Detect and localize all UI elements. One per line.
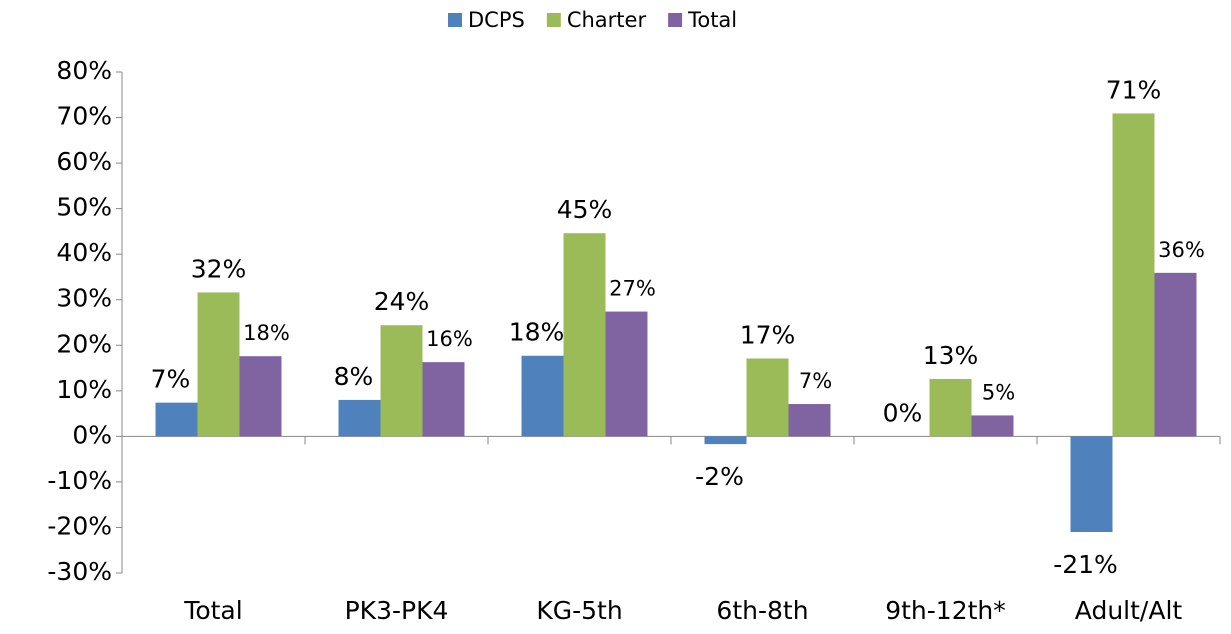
legend-label: Charter bbox=[567, 8, 647, 32]
y-tick-label: 10% bbox=[56, 375, 112, 404]
bar bbox=[239, 356, 282, 437]
bar bbox=[563, 233, 606, 437]
bar bbox=[605, 311, 648, 437]
y-tick-label: 70% bbox=[56, 102, 112, 131]
bar bbox=[746, 358, 789, 437]
y-tick-label: -10% bbox=[47, 466, 112, 495]
data-label: 7% bbox=[151, 365, 191, 394]
bar bbox=[155, 402, 198, 437]
y-tick-label: 20% bbox=[56, 329, 112, 358]
bar bbox=[929, 378, 972, 437]
data-label: 17% bbox=[740, 320, 796, 349]
data-label: 18% bbox=[243, 321, 290, 345]
bar bbox=[971, 415, 1014, 437]
data-label: 32% bbox=[191, 254, 247, 283]
y-tick-label: 80% bbox=[56, 56, 112, 85]
bar bbox=[338, 399, 381, 437]
data-label: 71% bbox=[1106, 75, 1162, 104]
data-label: 36% bbox=[1158, 238, 1205, 262]
data-label: 5% bbox=[982, 380, 1015, 404]
bar bbox=[380, 325, 423, 437]
x-tick-label: Total bbox=[183, 596, 242, 625]
y-tick-label: 50% bbox=[56, 193, 112, 222]
data-label: 7% bbox=[799, 369, 832, 393]
legend-swatch bbox=[448, 13, 462, 27]
bar bbox=[704, 436, 747, 445]
data-label: 24% bbox=[374, 287, 430, 316]
x-tick-label: 6th-8th bbox=[716, 596, 808, 625]
x-tick-label: 9th-12th* bbox=[885, 596, 1006, 625]
y-tick-label: -20% bbox=[47, 511, 112, 540]
legend-label: DCPS bbox=[468, 8, 525, 32]
y-tick-label: -30% bbox=[47, 557, 112, 586]
legend-swatch bbox=[546, 13, 561, 27]
data-label: 8% bbox=[334, 362, 374, 391]
bar bbox=[197, 292, 240, 437]
data-label: 0% bbox=[883, 398, 923, 427]
data-label: -2% bbox=[695, 462, 744, 491]
y-tick-label: 40% bbox=[56, 238, 112, 267]
bar bbox=[1112, 113, 1155, 437]
data-label: -21% bbox=[1053, 550, 1118, 579]
bar bbox=[422, 362, 465, 437]
bar bbox=[788, 404, 831, 437]
y-tick-label: 60% bbox=[56, 147, 112, 176]
x-tick-label: Adult/Alt bbox=[1075, 596, 1183, 625]
y-tick-label: 0% bbox=[72, 420, 112, 449]
bar bbox=[1070, 436, 1113, 533]
legend-label: Total bbox=[687, 8, 737, 32]
bar bbox=[521, 355, 564, 437]
legend-swatch bbox=[668, 13, 683, 27]
data-label: 45% bbox=[557, 195, 613, 224]
x-tick-label: PK3-PK4 bbox=[345, 596, 449, 625]
data-label: 13% bbox=[923, 341, 979, 370]
data-label: 27% bbox=[609, 277, 656, 301]
bar bbox=[1154, 272, 1197, 437]
data-label: 18% bbox=[509, 318, 565, 347]
y-tick-label: 30% bbox=[56, 284, 112, 313]
data-label: 16% bbox=[426, 327, 473, 351]
x-tick-label: KG-5th bbox=[536, 596, 622, 625]
